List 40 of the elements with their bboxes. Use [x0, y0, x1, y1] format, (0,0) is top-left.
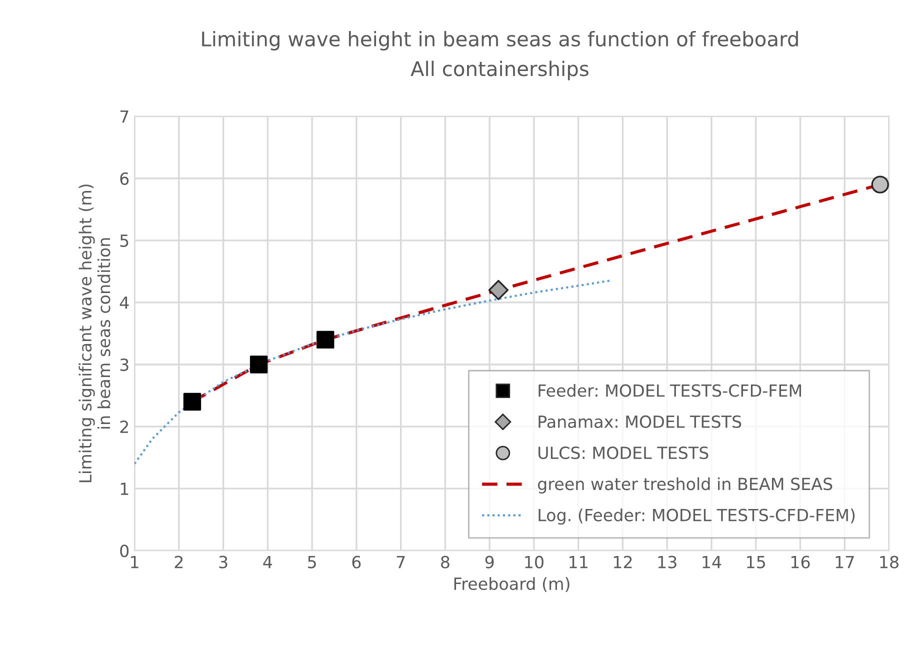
x-tick-label: 11	[570, 556, 588, 568]
y-tick-label: 0	[120, 544, 129, 558]
y-tick-label: 2	[120, 420, 128, 433]
y-axis-title: Limiting significant wave height (m) in beam seas condition	[78, 184, 110, 482]
x-tick-label: 6	[352, 556, 361, 568]
x-tick-label: 15	[747, 556, 766, 568]
x-tick-label: 13	[658, 556, 676, 568]
point	[488, 280, 509, 300]
x-tick-label: 14	[702, 556, 722, 568]
y-tick-label: 1	[120, 482, 128, 495]
point	[316, 330, 334, 349]
x-tick-label: 18	[880, 556, 898, 568]
point	[871, 176, 889, 194]
x-tick-label: 5	[308, 556, 316, 568]
legend-label: ULCS: MODEL TESTS	[538, 446, 708, 460]
x-tick-label: 10	[525, 556, 544, 568]
chart-subtitle: All containerships	[410, 60, 588, 80]
x-tick-label: 9	[485, 556, 494, 568]
legend-label: Feeder: MODEL TESTS-CFD-FEM	[538, 384, 802, 397]
y-tick-label: 6	[120, 172, 129, 185]
y-tick-label: 4	[120, 296, 129, 309]
y-tick-label: 3	[120, 358, 128, 372]
legend-label: Panamax: MODEL TESTS	[538, 415, 742, 428]
x-tick-label: 3	[219, 556, 228, 568]
x-axis-title: Freeboard (m)	[454, 577, 570, 592]
x-tick-label: 7	[396, 556, 405, 568]
x-tick-label: 17	[836, 556, 854, 568]
point	[250, 356, 268, 374]
x-tick-label: 2	[174, 556, 183, 568]
legend-label: green water treshold in BEAM SEAS	[538, 477, 832, 494]
chart-title: Limiting wave height in beam seas as function of freeboard	[202, 30, 798, 50]
x-tick-label: 12	[614, 556, 632, 568]
x-tick-label: 4	[263, 556, 272, 568]
x-tick-label: 1	[131, 556, 138, 568]
y-tick-label: 7	[120, 110, 128, 123]
point	[183, 392, 202, 411]
y-tick-label: 5	[120, 234, 128, 247]
legend-label: Log. (Feeder: MODEL TESTS-CFD-FEM)	[538, 508, 855, 525]
x-tick-label: 8	[441, 556, 450, 568]
x-tick-label: 16	[791, 556, 810, 568]
